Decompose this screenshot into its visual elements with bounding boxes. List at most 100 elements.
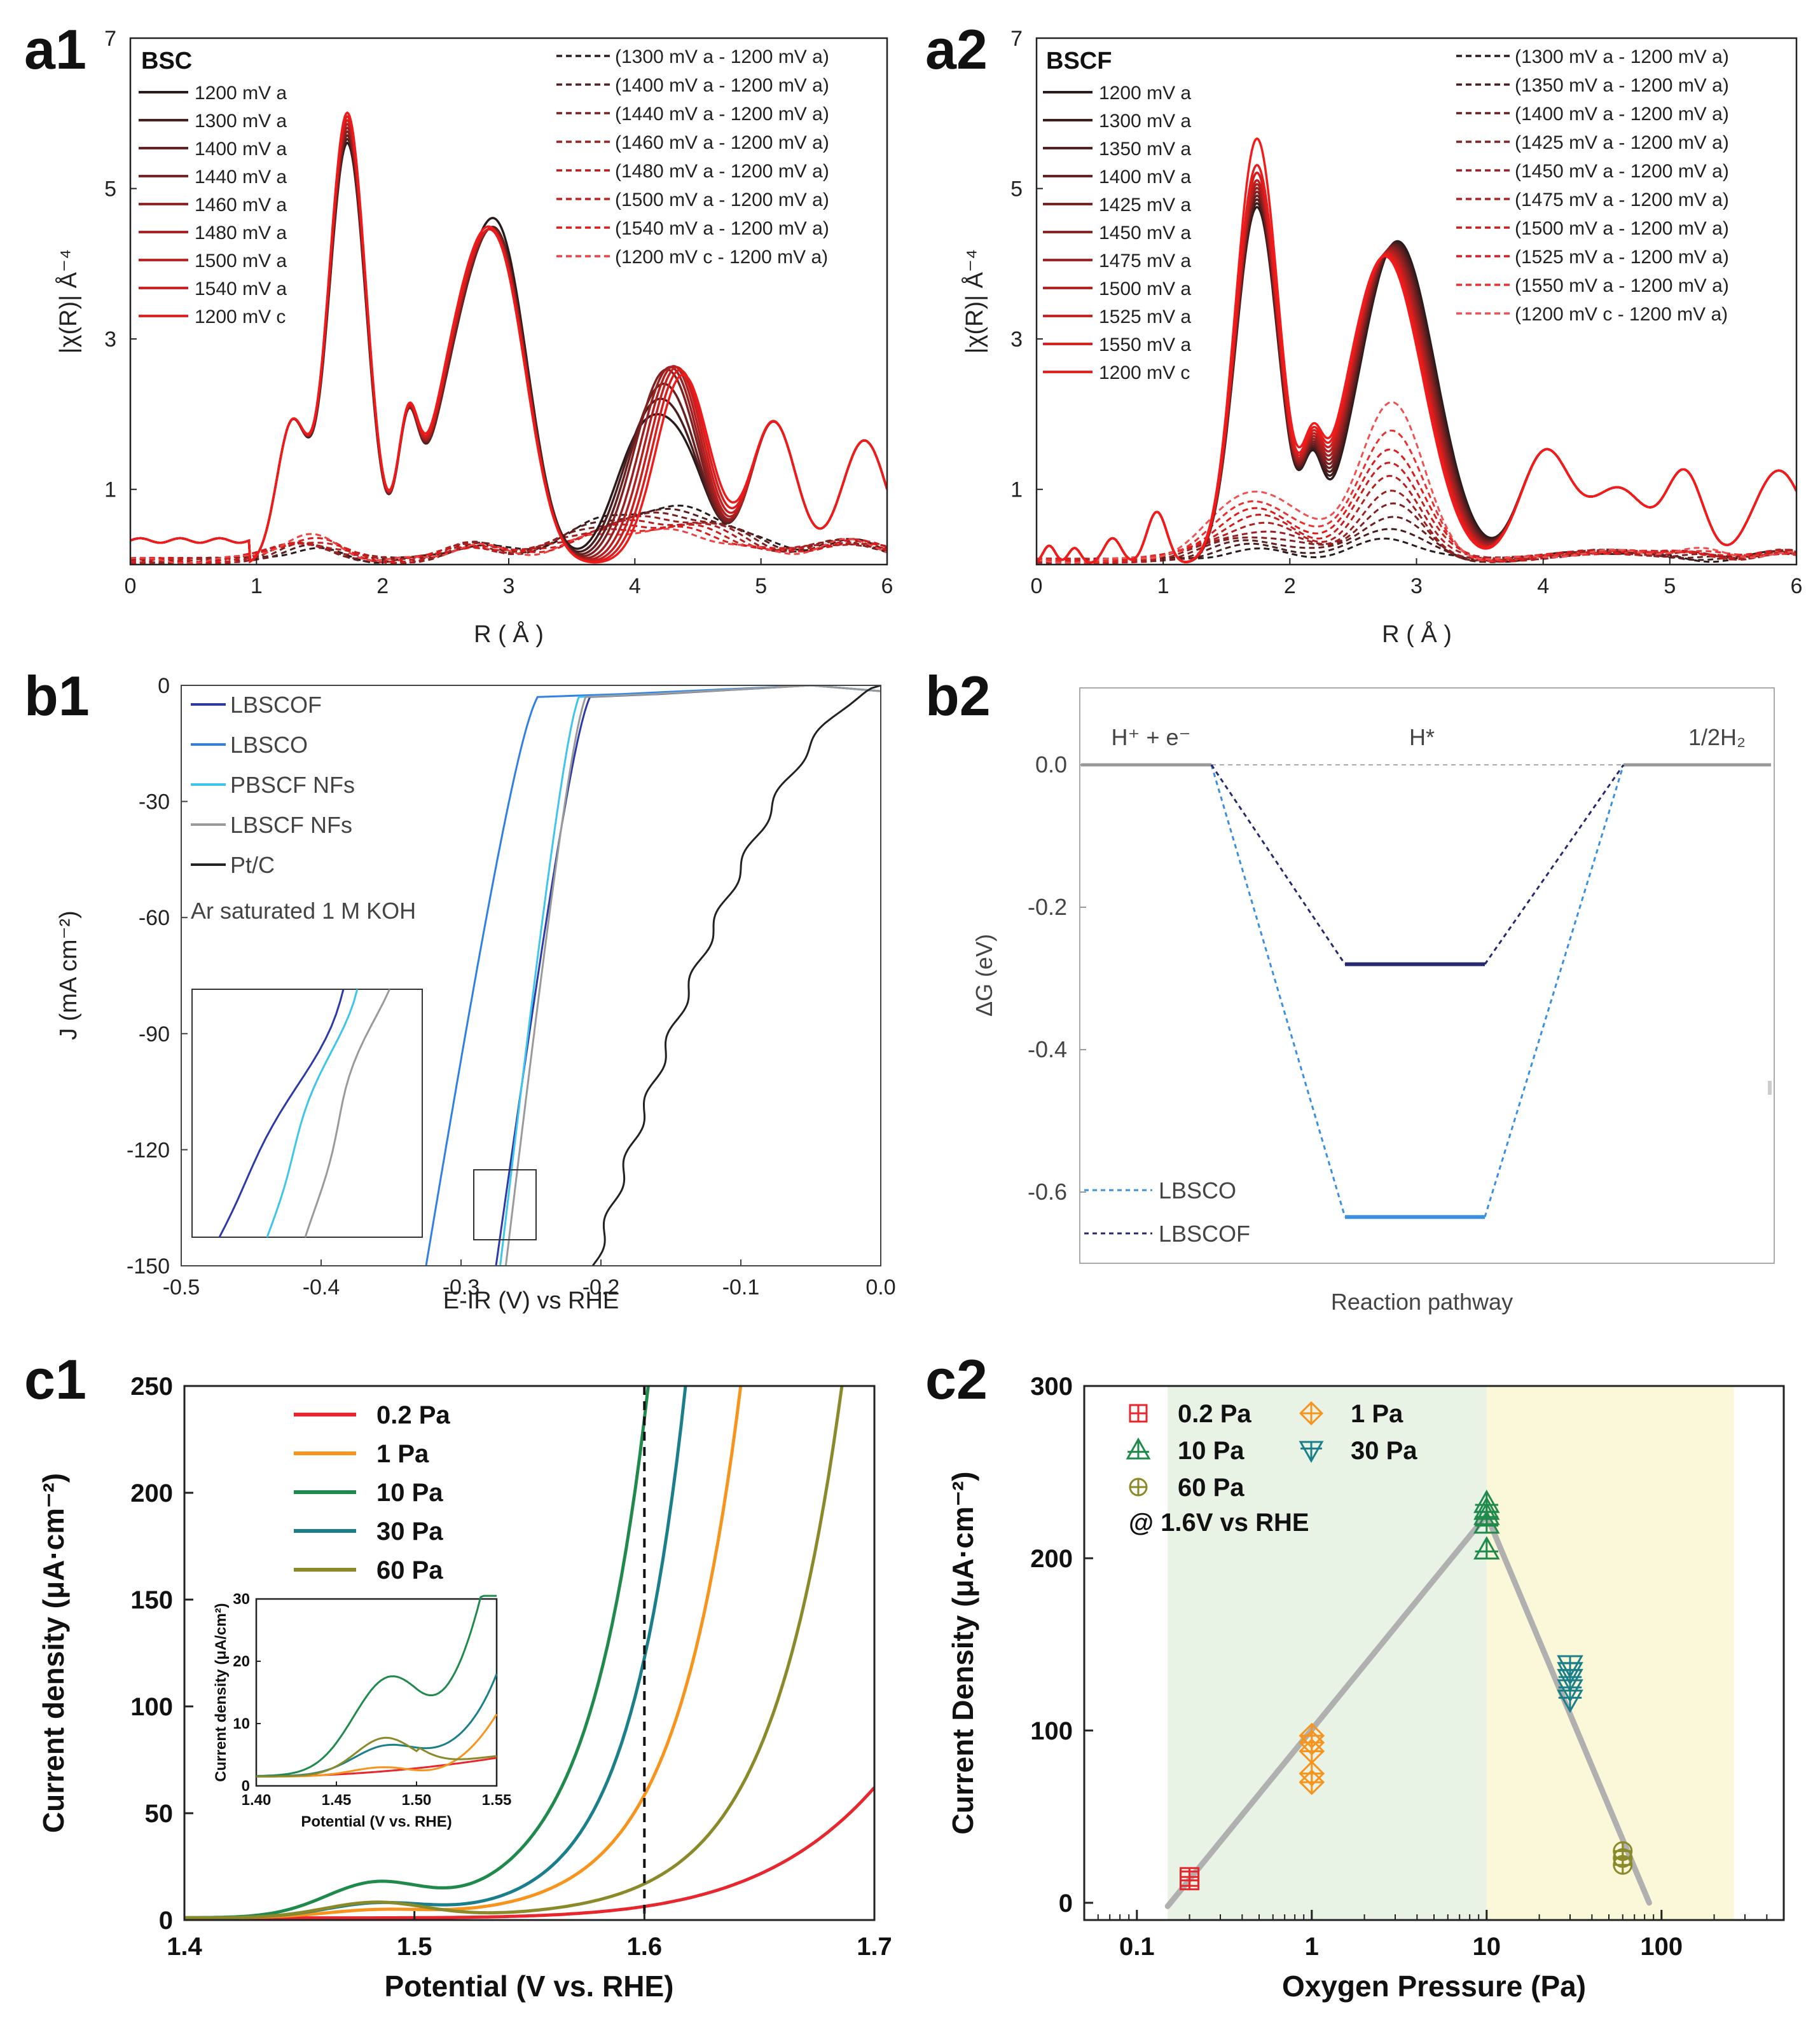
c2-legend-marker xyxy=(1299,1401,1324,1426)
a1-xtick-label: 0 xyxy=(125,574,137,598)
c2-legend-marker-cross xyxy=(1130,1479,1147,1495)
c2-data-point-cross xyxy=(1300,1724,1323,1748)
a2-legend-label: 1200 mV c xyxy=(1099,362,1190,383)
c1-inset-ytick-label: 0 xyxy=(242,1778,250,1795)
b1-xtick-label: -0.3 xyxy=(443,1275,480,1300)
c1-ytick-label: 0 xyxy=(159,1907,173,1935)
a2-legend-label: 1300 mV a xyxy=(1099,111,1191,132)
c2-data-point-cross xyxy=(1475,1492,1498,1512)
b1-legend-label: Pt/C xyxy=(230,852,275,878)
c2-ylabel: Current Density (μA·cm⁻²) xyxy=(946,1471,979,1834)
c1-ytick-label: 250 xyxy=(130,1373,173,1401)
c2-data-point-shape xyxy=(1299,1760,1325,1787)
a2-curves xyxy=(1037,137,1796,565)
a2-xtick-label: 0 xyxy=(1031,574,1043,598)
b1-ytick-label: -150 xyxy=(127,1254,170,1279)
a1-xtick-label: 4 xyxy=(629,574,641,598)
c1-xtick-label: 1.5 xyxy=(397,1933,432,1961)
c2-xtick-label: 0.1 xyxy=(1119,1933,1155,1961)
c2-data-point-shape xyxy=(1473,1536,1500,1560)
a1-legend-label: (1500 mV a - 1200 mV a) xyxy=(615,189,829,210)
a2-legend-label: 1550 mV a xyxy=(1099,334,1191,355)
a1-legend-label: 1460 mV a xyxy=(195,195,287,216)
a1-xtick-label: 5 xyxy=(755,574,767,598)
b2-curves xyxy=(1081,763,1771,1219)
c2-ytick-label: 300 xyxy=(1030,1373,1073,1401)
a2-dashed-line xyxy=(1037,462,1796,564)
a2-legend-label: 1525 mV a xyxy=(1099,306,1191,327)
a2-ytick-label: 7 xyxy=(1010,27,1023,51)
panel-label-b2: b2 xyxy=(925,664,991,727)
a2-title: BSCF xyxy=(1046,48,1112,74)
a2-legend-label: (1500 mV a - 1200 mV a) xyxy=(1515,218,1729,239)
b1-xtick-label: -0.2 xyxy=(583,1275,620,1300)
a2-legend-label: (1425 mV a - 1200 mV a) xyxy=(1515,132,1729,153)
c2-data-point xyxy=(1473,1536,1500,1560)
a2-xtick-label: 6 xyxy=(1791,574,1803,598)
b2-legend-label: LBSCOF xyxy=(1159,1221,1250,1247)
b2-ytick-label: -0.2 xyxy=(1028,894,1067,920)
b2-connector xyxy=(1210,764,1346,965)
a1-ytick-label: 3 xyxy=(104,327,116,352)
panel-label-b1: b1 xyxy=(24,664,90,727)
a1-legend-label: 1400 mV a xyxy=(195,139,287,160)
a2-legend-label: 1400 mV a xyxy=(1099,167,1191,188)
c2-data-point xyxy=(1299,1760,1325,1787)
c2-ytick-label: 100 xyxy=(1030,1717,1073,1745)
c2-region-yellow xyxy=(1486,1386,1734,1920)
a2-dashed-line xyxy=(1037,429,1796,565)
a2-legend-label: 1350 mV a xyxy=(1099,139,1191,160)
c1-inset-ylabel: Current density (μA/cm²) xyxy=(212,1603,230,1781)
a2-ticks: 0 1 2 3 4 5 6 1 3 5 7 xyxy=(1010,27,1802,598)
c2-xtick-label: 10 xyxy=(1473,1933,1501,1961)
c2-legend-label: 10 Pa xyxy=(1178,1437,1244,1465)
b2-state-label: 1/2H₂ xyxy=(1688,724,1746,750)
a2-ylabel: |χ(R)| Å⁻⁴ xyxy=(960,249,988,354)
c1-inset: 1.40 1.45 1.50 1.55 0 10 20 30 Potential (V vs. … xyxy=(212,1591,511,1830)
c1-ytick-label: 150 xyxy=(130,1586,173,1614)
c1-inset-xtick-label: 1.55 xyxy=(482,1792,512,1809)
c1-inset-xtick-label: 1.50 xyxy=(402,1792,432,1809)
a2-dashed-line xyxy=(1037,401,1796,565)
a1-legend-label: 1200 mV c xyxy=(195,306,286,327)
a1-xtick-label: 3 xyxy=(503,574,515,598)
b1-inset xyxy=(191,989,423,1238)
c2-xtick-label: 1 xyxy=(1305,1933,1319,1961)
a1-legend-label: (1400 mV a - 1200 mV a) xyxy=(615,75,829,96)
b1-legend-label: LBSCO xyxy=(230,732,308,758)
b1-ticks: -0.5 -0.4 -0.3 -0.2 -0.1 0.0 0 -30 -60 -90 -120 -15… xyxy=(127,674,896,1300)
a1-dashed-line xyxy=(130,515,887,565)
b1-inset-line xyxy=(218,989,345,1238)
b1-plot-frame xyxy=(181,685,881,1266)
b1-annotation: Ar saturated 1 M KOH xyxy=(191,898,416,924)
c2-data-point xyxy=(1473,1490,1500,1513)
c2-marks xyxy=(1164,1490,1652,1909)
chart-b1: -0.5 -0.4 -0.3 -0.2 -0.1 0.0 0 -30 -60 -90 -120 -15… xyxy=(55,674,896,1314)
b1-series-line xyxy=(425,685,881,1266)
c1-series-line xyxy=(184,1386,844,1919)
a2-legend-label: 1500 mV a xyxy=(1099,278,1191,299)
c1-legend-label: 0.2 Pa xyxy=(376,1401,450,1429)
c2-annotation: @ 1.6V vs RHE xyxy=(1129,1509,1309,1537)
b1-inset-line xyxy=(266,989,359,1238)
c1-inset-ytick-label: 20 xyxy=(233,1653,250,1670)
b2-plot-frame xyxy=(1079,687,1775,1264)
c1-legend-label: 60 Pa xyxy=(376,1556,443,1584)
b1-ytick-label: -60 xyxy=(139,906,170,930)
b2-scroll-marker xyxy=(1768,1081,1772,1095)
c2-legend-marker-cross xyxy=(1300,1442,1322,1461)
a2-legend-label: 1450 mV a xyxy=(1099,223,1191,243)
a1-xlabel: R ( Å ) xyxy=(474,620,544,648)
c1-inset-xtick-label: 1.40 xyxy=(242,1792,272,1809)
b2-legend-label: LBSCO xyxy=(1159,1177,1236,1204)
a1-ytick-label: 5 xyxy=(104,177,116,202)
c1-inset-line xyxy=(256,1595,497,1777)
b2-connector xyxy=(1210,764,1346,1217)
c2-data-point-shape xyxy=(1473,1501,1500,1525)
c1-inset-frame xyxy=(255,1598,498,1787)
b2-state-label: H⁺ + e⁻ xyxy=(1111,724,1190,750)
b1-xtick-label: -0.5 xyxy=(163,1275,200,1300)
a2-solid-line xyxy=(1037,137,1796,564)
a2-legend-dashed: (1300 mV a - 1200 mV a) (1350 mV a - 1200… xyxy=(1456,46,1729,325)
